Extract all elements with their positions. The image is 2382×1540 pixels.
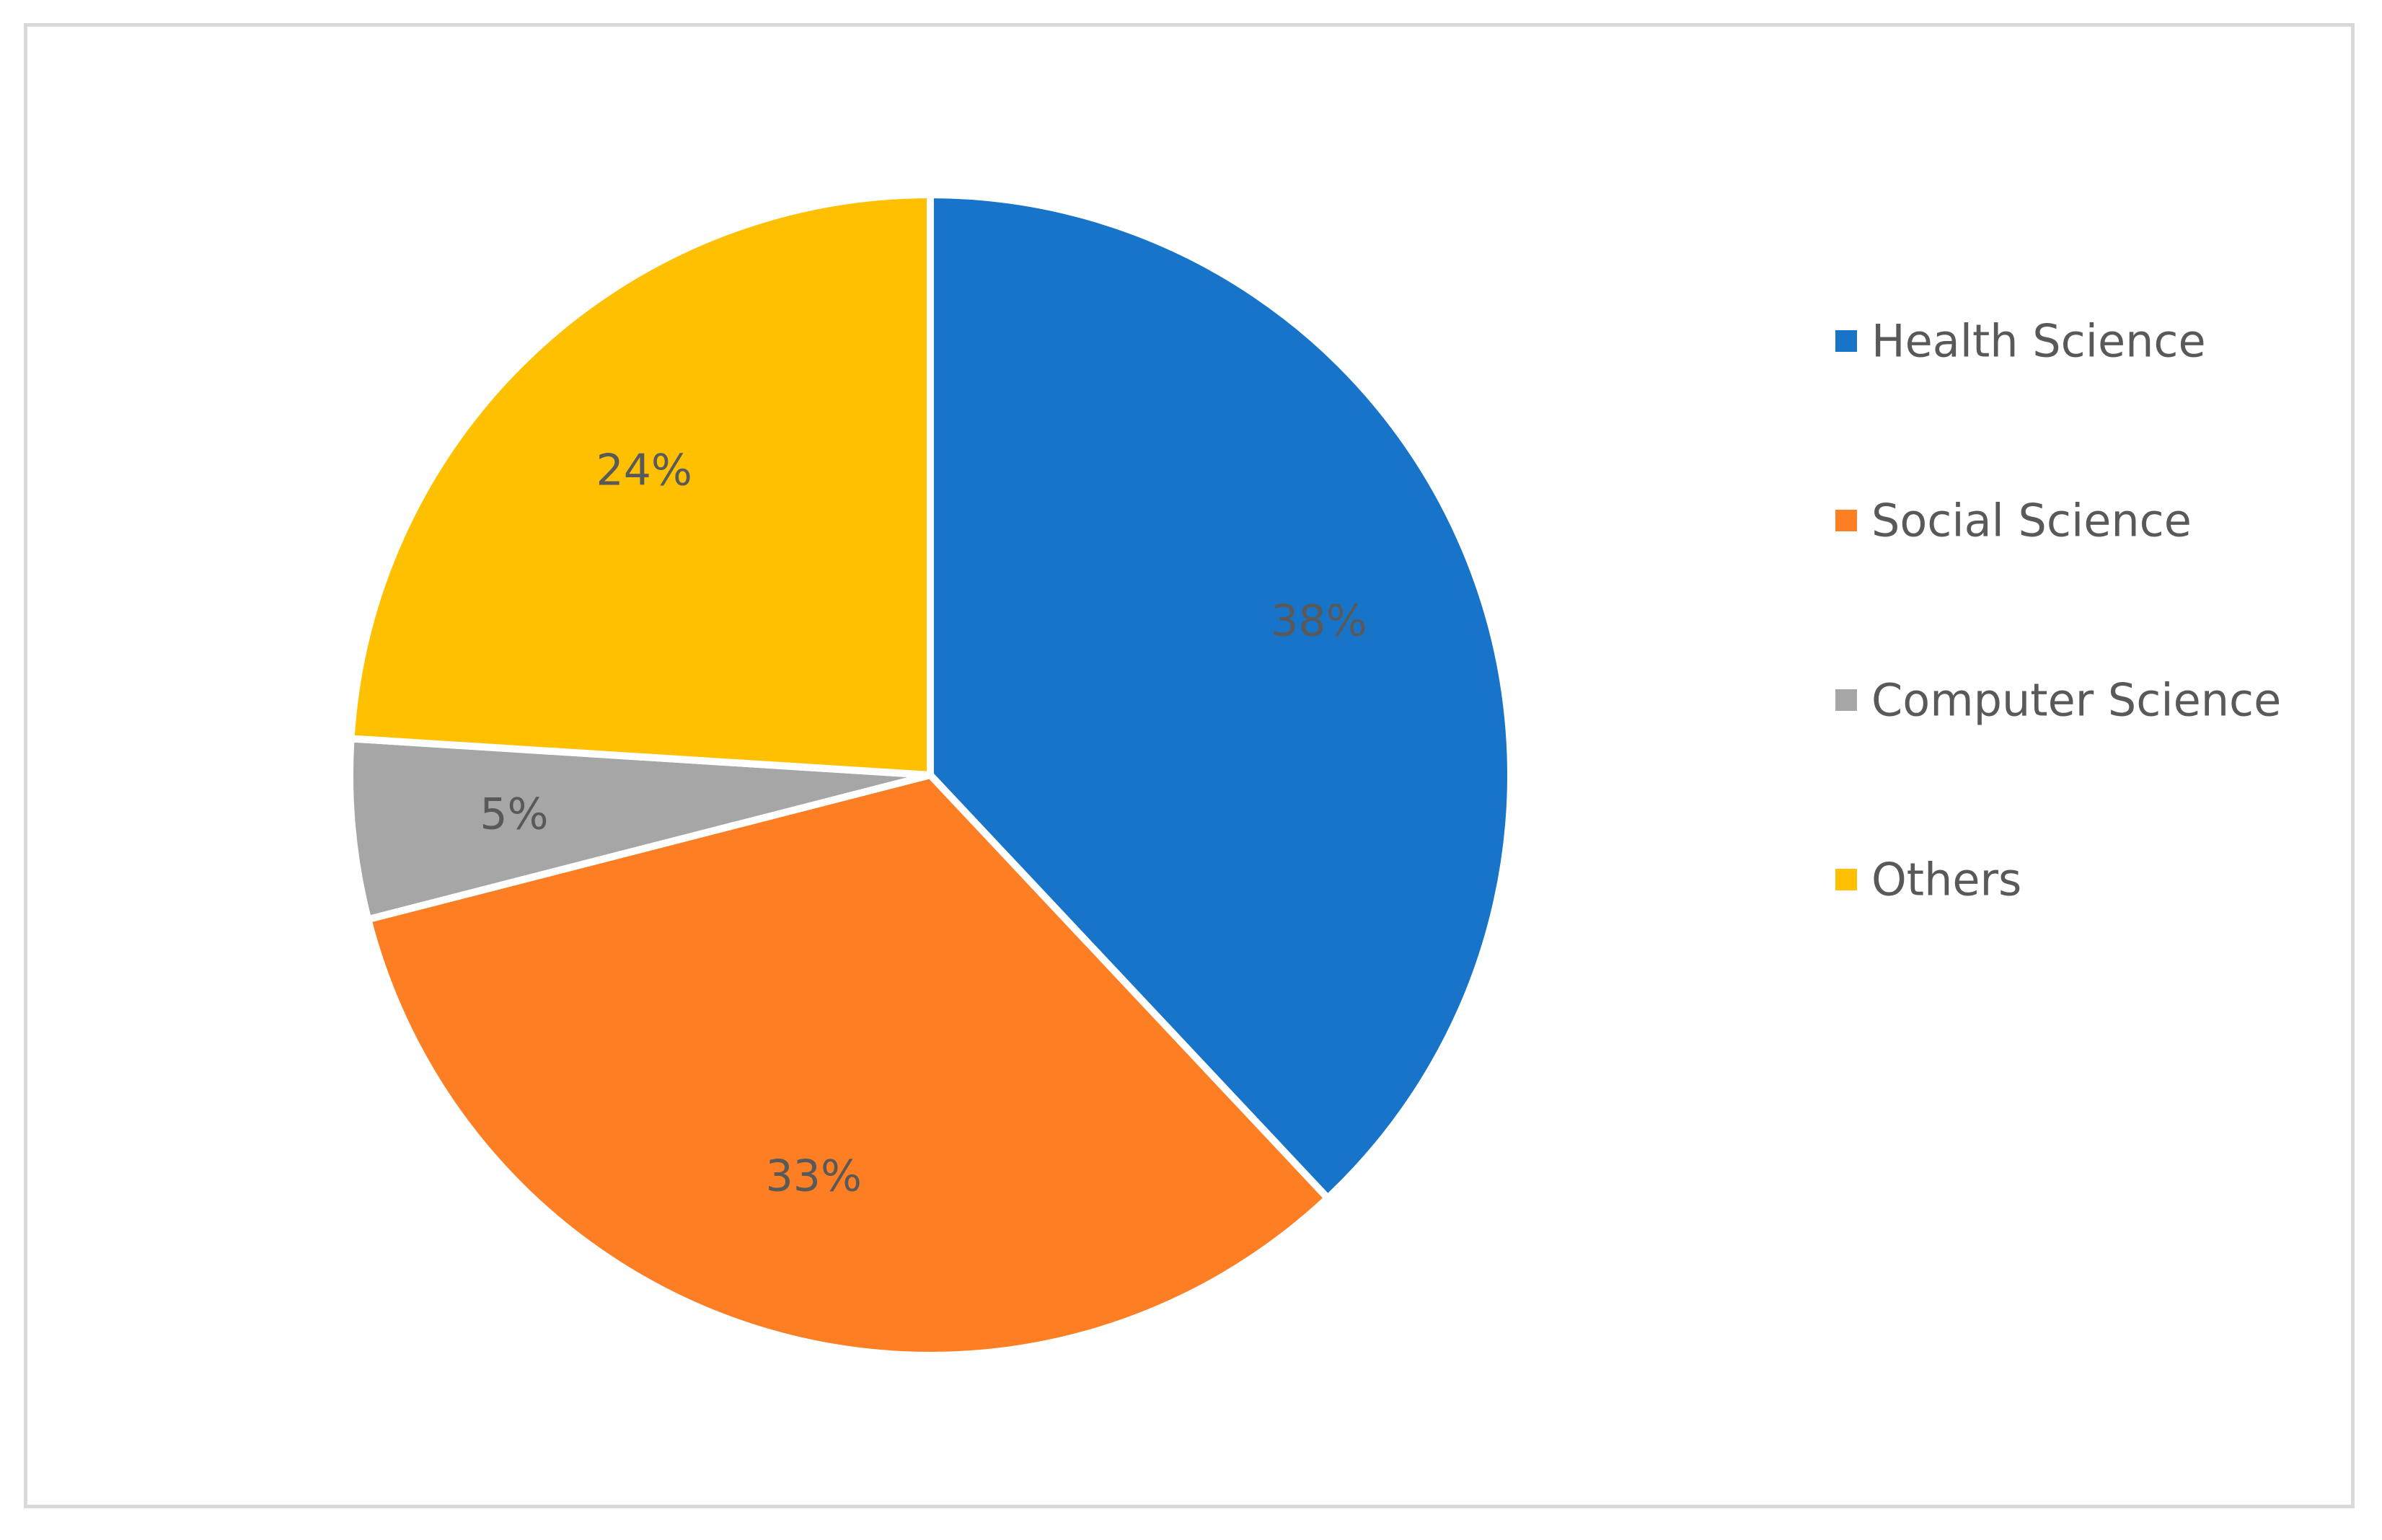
data-label-others: 24% (596, 445, 692, 495)
data-label-social-science: 33% (766, 1151, 862, 1202)
legend-label-computer-science: Computer Science (1871, 674, 2281, 727)
legend-swatch-social-science (1835, 510, 1857, 531)
pie-slice-social-science (364, 771, 1332, 1359)
legend-swatch-others (1835, 869, 1857, 890)
pie-slices (346, 191, 1514, 1359)
legend: Health Science Social Science Computer Sci… (1835, 315, 2281, 906)
pie-slice-computer-science (346, 735, 934, 924)
pie-slice-others (347, 191, 934, 779)
data-label-health-science: 38% (1271, 596, 1367, 647)
legend-item-others: Others (1835, 854, 2021, 906)
legend-item-health-science: Health Science (1835, 315, 2206, 368)
legend-item-social-science: Social Science (1835, 495, 2192, 547)
data-labels: 38% 33% 5% 24% (480, 445, 1367, 1201)
legend-label-others: Others (1871, 854, 2021, 906)
legend-swatch-health-science (1835, 330, 1857, 352)
data-label-computer-science: 5% (480, 789, 548, 840)
legend-swatch-computer-science (1835, 689, 1857, 711)
pie-slice-health-science (927, 191, 1514, 1202)
legend-label-health-science: Health Science (1871, 315, 2206, 368)
legend-label-social-science: Social Science (1871, 495, 2192, 547)
legend-item-computer-science: Computer Science (1835, 674, 2281, 727)
